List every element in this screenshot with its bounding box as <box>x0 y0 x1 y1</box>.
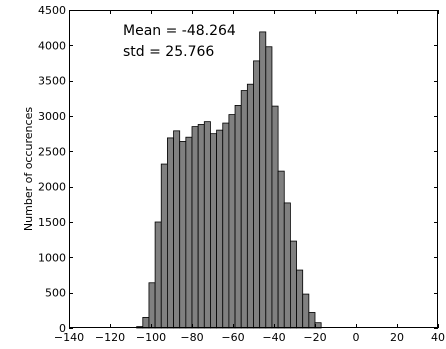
x-tick-label-0: −140 <box>54 331 84 344</box>
y-tick-label-3: 1500 <box>38 216 66 229</box>
x-tick-label-1: −120 <box>95 331 125 344</box>
x-tick-label-5: −40 <box>262 331 285 344</box>
histogram-bar-3 <box>154 221 162 329</box>
histogram-bar-16 <box>234 105 242 329</box>
y-tick-label-7: 3500 <box>38 75 66 88</box>
histogram-bar-7 <box>179 141 187 329</box>
x-tick-label-7: 0 <box>353 331 360 344</box>
histogram-bar-1 <box>142 316 150 329</box>
histogram-bar-4 <box>160 163 168 329</box>
histogram-bar-19 <box>253 60 261 329</box>
histogram-bar-18 <box>246 83 254 329</box>
axis-ticks: −140 −120 −100 −80 −60 −40 −20 0 20 40 0 500 1000 150… <box>38 4 445 344</box>
histogram-bars <box>136 31 322 329</box>
histogram-bar-11 <box>203 121 211 329</box>
histogram-bar-13 <box>216 129 224 329</box>
y-tick-label-8: 4000 <box>38 39 66 52</box>
histogram-bar-25 <box>289 240 297 329</box>
y-tick-label-5: 2500 <box>38 145 66 158</box>
histogram-bar-23 <box>277 170 285 329</box>
x-tick-label-9: 40 <box>431 331 445 344</box>
x-tick-label-3: −80 <box>180 331 203 344</box>
histogram-bar-9 <box>191 126 199 329</box>
histogram-bar-22 <box>271 105 279 329</box>
histogram-bar-28 <box>308 312 316 329</box>
histogram-bar-12 <box>210 133 217 329</box>
y-tick-label-9: 4500 <box>38 4 66 17</box>
y-axis-title: Number of occurences <box>22 107 35 231</box>
mean-annotation: Mean = -48.264 <box>123 23 236 39</box>
histogram-bar-10 <box>197 124 205 329</box>
histogram-bar-2 <box>148 282 156 329</box>
x-tick-label-8: 20 <box>390 331 404 344</box>
histogram-bar-20 <box>259 31 267 329</box>
x-tick-label-4: −60 <box>221 331 244 344</box>
histogram-bar-26 <box>296 269 304 329</box>
y-tick-label-1: 500 <box>45 287 66 300</box>
y-tick-label-6: 3000 <box>38 110 66 123</box>
y-tick-label-4: 2000 <box>38 181 66 194</box>
histogram-bar-8 <box>185 136 193 329</box>
x-tick-label-6: −20 <box>303 331 326 344</box>
histogram-bar-24 <box>283 202 291 329</box>
histogram-bar-17 <box>240 90 248 329</box>
y-tick-label-2: 1000 <box>38 251 66 264</box>
x-tick-label-2: −100 <box>136 331 166 344</box>
std-annotation: std = 25.766 <box>123 44 214 60</box>
histogram-bar-6 <box>173 130 181 329</box>
histogram-bar-15 <box>228 114 236 329</box>
histogram-bar-14 <box>222 122 230 329</box>
histogram-bar-5 <box>166 137 174 329</box>
histogram-bar-27 <box>302 293 310 329</box>
histogram-bar-21 <box>265 46 273 329</box>
y-tick-label-0: 0 <box>59 322 66 335</box>
plot-frame <box>69 10 438 328</box>
